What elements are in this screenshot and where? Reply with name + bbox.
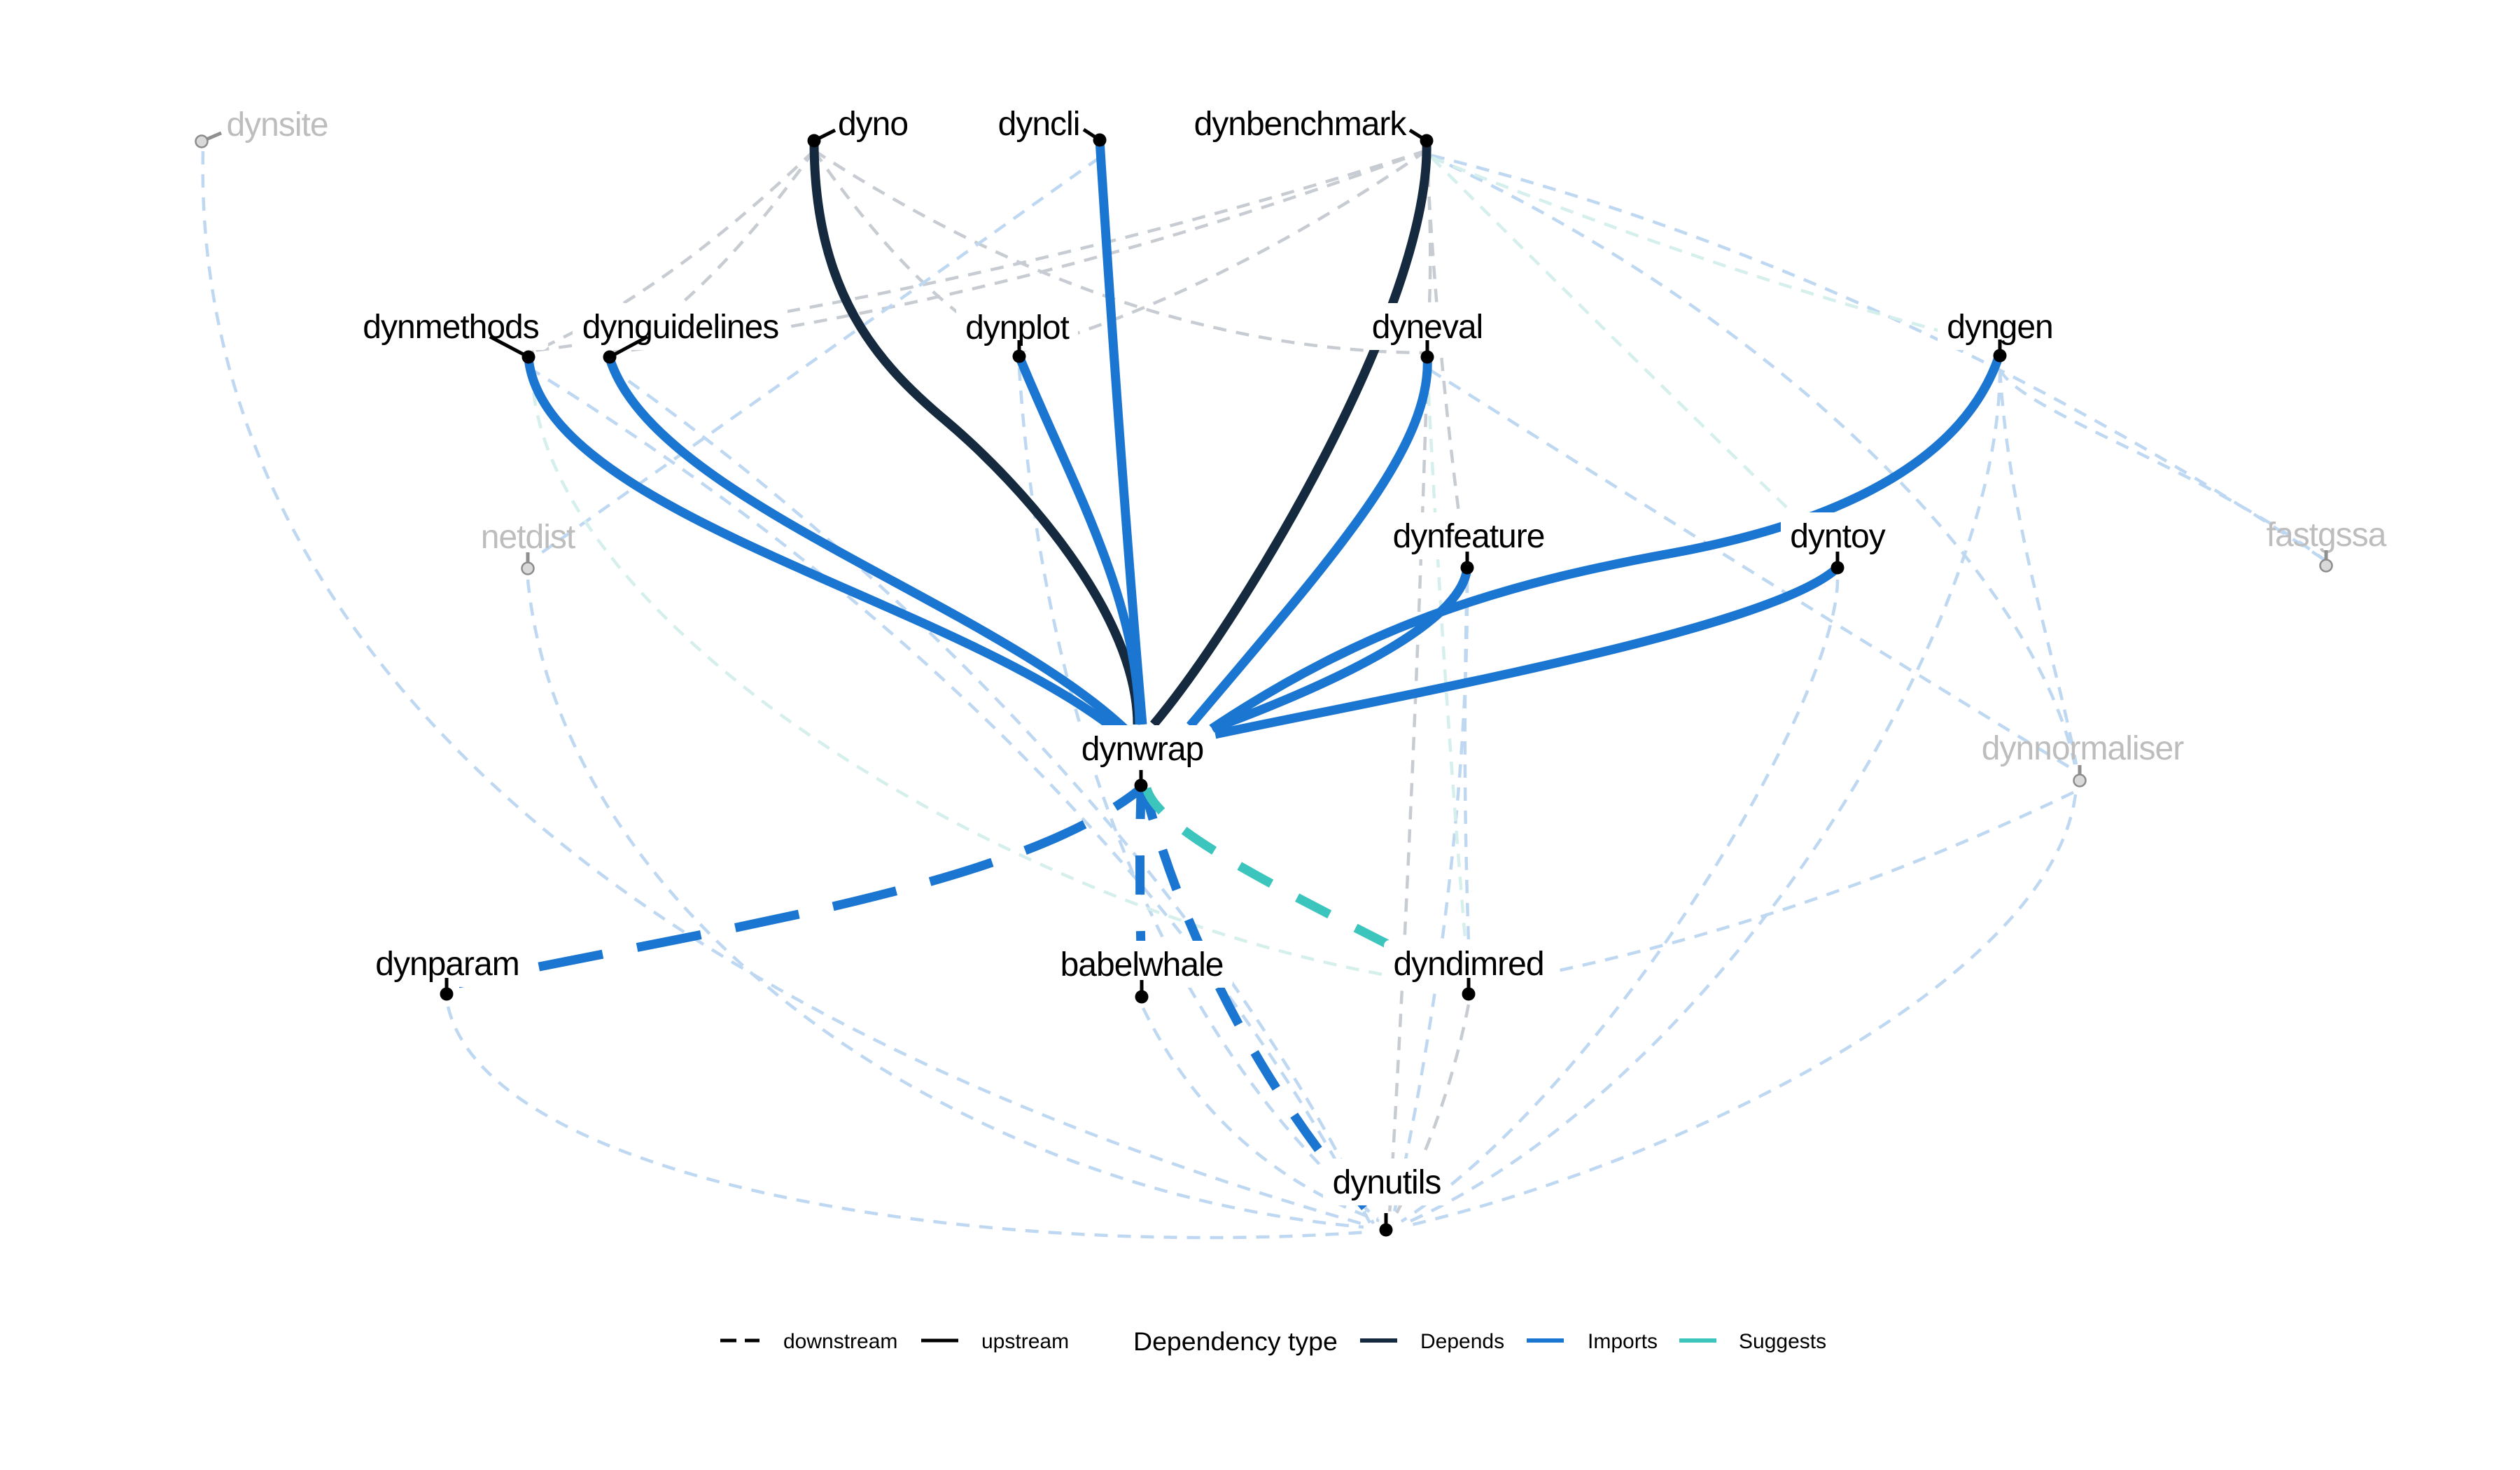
- svg-text:dynsite: dynsite: [226, 106, 328, 144]
- svg-text:dynutils: dynutils: [1333, 1164, 1441, 1201]
- svg-text:Depends: Depends: [1420, 1330, 1504, 1353]
- svg-text:dynplot: dynplot: [965, 309, 1069, 346]
- svg-text:dynbenchmark: dynbenchmark: [1194, 106, 1408, 143]
- svg-text:Imports: Imports: [1588, 1330, 1658, 1353]
- svg-text:downstream: downstream: [783, 1330, 897, 1353]
- svg-text:dyneval: dyneval: [1372, 309, 1483, 346]
- svg-text:dynmethods: dynmethods: [363, 309, 539, 346]
- svg-text:dynparam: dynparam: [375, 946, 519, 983]
- svg-text:upstream: upstream: [981, 1330, 1069, 1353]
- svg-text:dynguidelines: dynguidelines: [582, 309, 779, 346]
- svg-text:fastgssa: fastgssa: [2267, 517, 2387, 554]
- svg-text:dynfeature: dynfeature: [1393, 518, 1545, 555]
- svg-text:dyntoy: dyntoy: [1790, 518, 1885, 555]
- svg-text:dynnormaliser: dynnormaliser: [1982, 730, 2184, 767]
- svg-text:dyndimred: dyndimred: [1393, 946, 1544, 983]
- svg-text:babelwhale: babelwhale: [1060, 946, 1224, 983]
- svg-text:Suggests: Suggests: [1739, 1330, 1826, 1353]
- svg-text:dynwrap: dynwrap: [1082, 731, 1203, 768]
- svg-text:netdist: netdist: [481, 519, 575, 556]
- svg-text:Dependency type: Dependency type: [1133, 1326, 1338, 1356]
- svg-text:dyno: dyno: [838, 106, 908, 143]
- svg-text:dyncli: dyncli: [998, 106, 1080, 143]
